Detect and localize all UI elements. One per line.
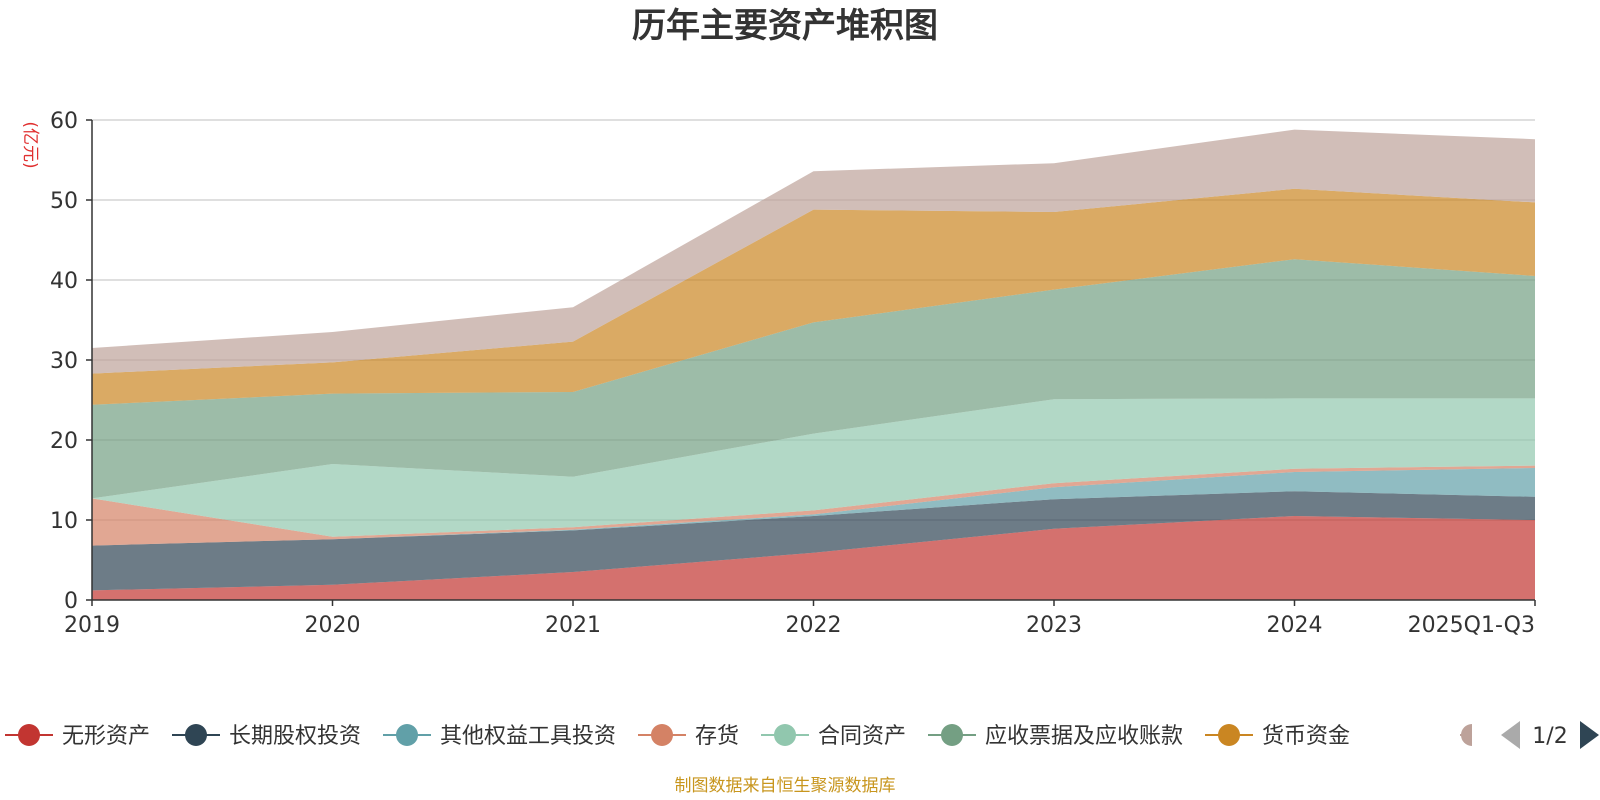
x-tick-label: 2022 [786,613,842,638]
legend-item[interactable]: 应收票据及应收账款 [928,724,1183,749]
y-tick-label: 0 [64,589,78,614]
legend: 无形资产 长期股权投资 其他权益工具投资 存货 合同资产 应收票据及应收账款 货币资金 1/2 [5,721,1599,749]
area-series-3 [92,468,1535,546]
legend-item[interactable]: 无形资产 [5,724,150,749]
x-tick-label: 2025Q1-Q3 [1408,613,1535,638]
legend-dot-icon [774,724,796,746]
x-tick-label: 2020 [305,613,361,638]
area-series-5 [92,398,1535,537]
legend-pager: 1/2 [1501,721,1599,749]
legend-dot-icon [18,724,40,746]
legend-prev-page-icon[interactable] [1501,721,1520,749]
area-series-4 [92,465,1535,546]
legend-item-partial[interactable] [1448,724,1483,746]
legend-dot-icon [185,724,207,746]
legend-label: 合同资产 [818,724,906,749]
legend-label: 长期股权投资 [229,724,361,749]
legend-label: 应收票据及应收账款 [985,724,1183,749]
legend-label: 货币资金 [1262,724,1350,749]
axes: 0 10 20 30 40 50 60 2019 2020 2021 2022 2023 2024 202… [50,109,1536,638]
area-series-2 [92,491,1535,591]
legend-next-page-icon[interactable] [1580,721,1599,749]
x-tick-label: 2023 [1026,613,1082,638]
x-tick-label: 2019 [64,613,120,638]
legend-dot-icon [1461,724,1472,746]
chart-title: 历年主要资产堆积图 [632,6,938,46]
x-tick-label: 2024 [1267,613,1323,638]
legend-item[interactable]: 其他权益工具投资 [383,724,616,749]
area-series-7 [92,188,1535,405]
legend-label: 其他权益工具投资 [440,724,616,749]
legend-label: 存货 [695,724,739,749]
legend-dot-icon [1218,724,1240,746]
area-series-1 [92,516,1535,600]
y-tick-label: 30 [50,349,78,374]
y-tick-label: 20 [50,429,78,454]
area-series-group [92,129,1535,600]
y-tick-label: 10 [50,509,78,534]
area-series-8 [92,129,1535,374]
legend-item[interactable]: 货币资金 [1205,724,1350,749]
legend-dot-icon [941,724,963,746]
legend-dot-icon [651,724,673,746]
y-axis-unit-label: (亿元) [20,121,40,168]
y-tick-label: 60 [50,109,78,134]
area-series-6 [92,259,1535,499]
y-tick-label: 40 [50,269,78,294]
legend-item[interactable]: 存货 [638,724,739,749]
x-tick-label: 2021 [545,613,601,638]
source-note: 制图数据来自恒生聚源数据库 [675,776,896,796]
legend-item[interactable]: 合同资产 [761,724,906,749]
legend-page-indicator: 1/2 [1532,724,1567,749]
legend-label: 无形资产 [62,724,150,749]
legend-item[interactable]: 长期股权投资 [172,724,361,749]
y-tick-label: 50 [50,189,78,214]
legend-dot-icon [396,724,418,746]
